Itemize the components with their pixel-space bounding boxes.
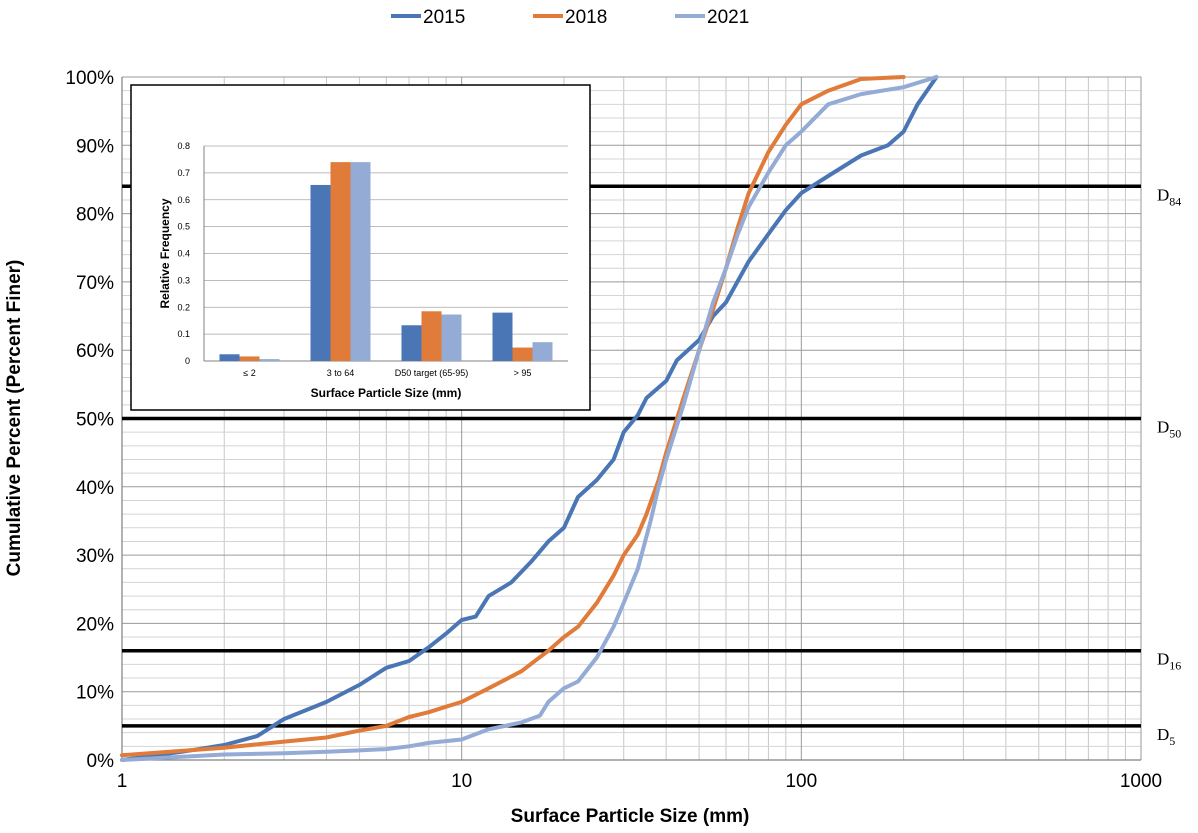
- inset-bar-2015: [401, 325, 422, 361]
- legend: 2015 2018 2021: [391, 7, 749, 28]
- main-series: [120, 75, 939, 762]
- y-tick-label: 90%: [76, 136, 114, 157]
- inset-bar-2018: [239, 356, 260, 361]
- x-tick-label: 1: [117, 771, 128, 792]
- reference-label-d50: D50: [1157, 418, 1181, 441]
- y-tick-label: 30%: [76, 546, 114, 567]
- legend-label-2018: 2018: [565, 7, 607, 28]
- x-tick-label: 100: [785, 771, 817, 792]
- reference-label-d5: D5: [1157, 725, 1175, 748]
- y-axis-title: Cumulative Percent (Percent Finer): [4, 260, 25, 577]
- inset-y-axis-title: Relative Frequency: [158, 198, 172, 308]
- inset-bar-2021: [259, 359, 280, 361]
- inset-bar-2018: [330, 162, 351, 361]
- inset-y-tick-label: 0.8: [177, 141, 190, 151]
- inset-x-axis-title: Surface Particle Size (mm): [311, 386, 462, 400]
- legend-label-2015: 2015: [423, 7, 465, 28]
- y-tick-label: 60%: [76, 341, 114, 362]
- y-tick-label: 100%: [65, 68, 114, 89]
- reference-lines: D84 D50 D16 D5: [122, 184, 1181, 748]
- inset-y-tick-label: 0.2: [177, 302, 190, 312]
- main-axes: 0% 10% 20% 30% 40% 50% 60% 70% 80% 90% 100% 1 10 100 1…: [65, 68, 1162, 792]
- inset-x-tick-label: D50 target (65-95): [395, 368, 469, 378]
- inset-y-tick-label: 0.6: [177, 195, 190, 205]
- x-axis-title: Surface Particle Size (mm): [511, 806, 750, 827]
- inset-bar-2018: [421, 311, 442, 361]
- inset-bar-2015: [492, 312, 513, 361]
- x-tick-label: 10: [451, 771, 472, 792]
- y-tick-label: 40%: [76, 478, 114, 499]
- reference-label-d16: D16: [1157, 650, 1181, 673]
- inset-histogram: 0 0.1 0.2 0.3 0.4 0.5 0.6 0.7 0.8 ≤ 2 3 to 64 D50 t…: [130, 84, 591, 411]
- inset-bar-2021: [350, 162, 371, 361]
- inset-bar-2018: [512, 347, 533, 361]
- series-line-2015: [120, 75, 939, 762]
- inset-bar-2015: [310, 184, 331, 361]
- x-tick-label: 1000: [1120, 771, 1162, 792]
- inset-y-tick-label: 0: [185, 356, 190, 366]
- inset-x-tick-label: > 95: [514, 368, 532, 378]
- y-tick-label: 80%: [76, 205, 114, 226]
- inset-y-tick-label: 0.7: [177, 168, 190, 178]
- inset-y-tick-label: 0.1: [177, 329, 190, 339]
- inset-bar-2021: [532, 342, 553, 361]
- inset-x-tick-label: 3 to 64: [327, 368, 355, 378]
- reference-label-d84: D84: [1157, 185, 1181, 208]
- inset-y-tick-label: 0.4: [177, 249, 190, 259]
- inset-x-tick-label: ≤ 2: [243, 368, 255, 378]
- inset-y-tick-label: 0.5: [177, 222, 190, 232]
- inset-bar-2015: [219, 354, 240, 361]
- inset-bar-2021: [441, 314, 462, 361]
- y-tick-label: 70%: [76, 273, 114, 294]
- y-tick-label: 20%: [76, 614, 114, 635]
- y-tick-label: 0%: [87, 751, 115, 772]
- legend-label-2021: 2021: [707, 7, 749, 28]
- series-line-2018: [120, 75, 906, 758]
- inset-y-tick-label: 0.3: [177, 275, 190, 285]
- y-tick-label: 10%: [76, 683, 114, 704]
- series-line-2021: [120, 75, 939, 762]
- y-tick-label: 50%: [76, 410, 114, 431]
